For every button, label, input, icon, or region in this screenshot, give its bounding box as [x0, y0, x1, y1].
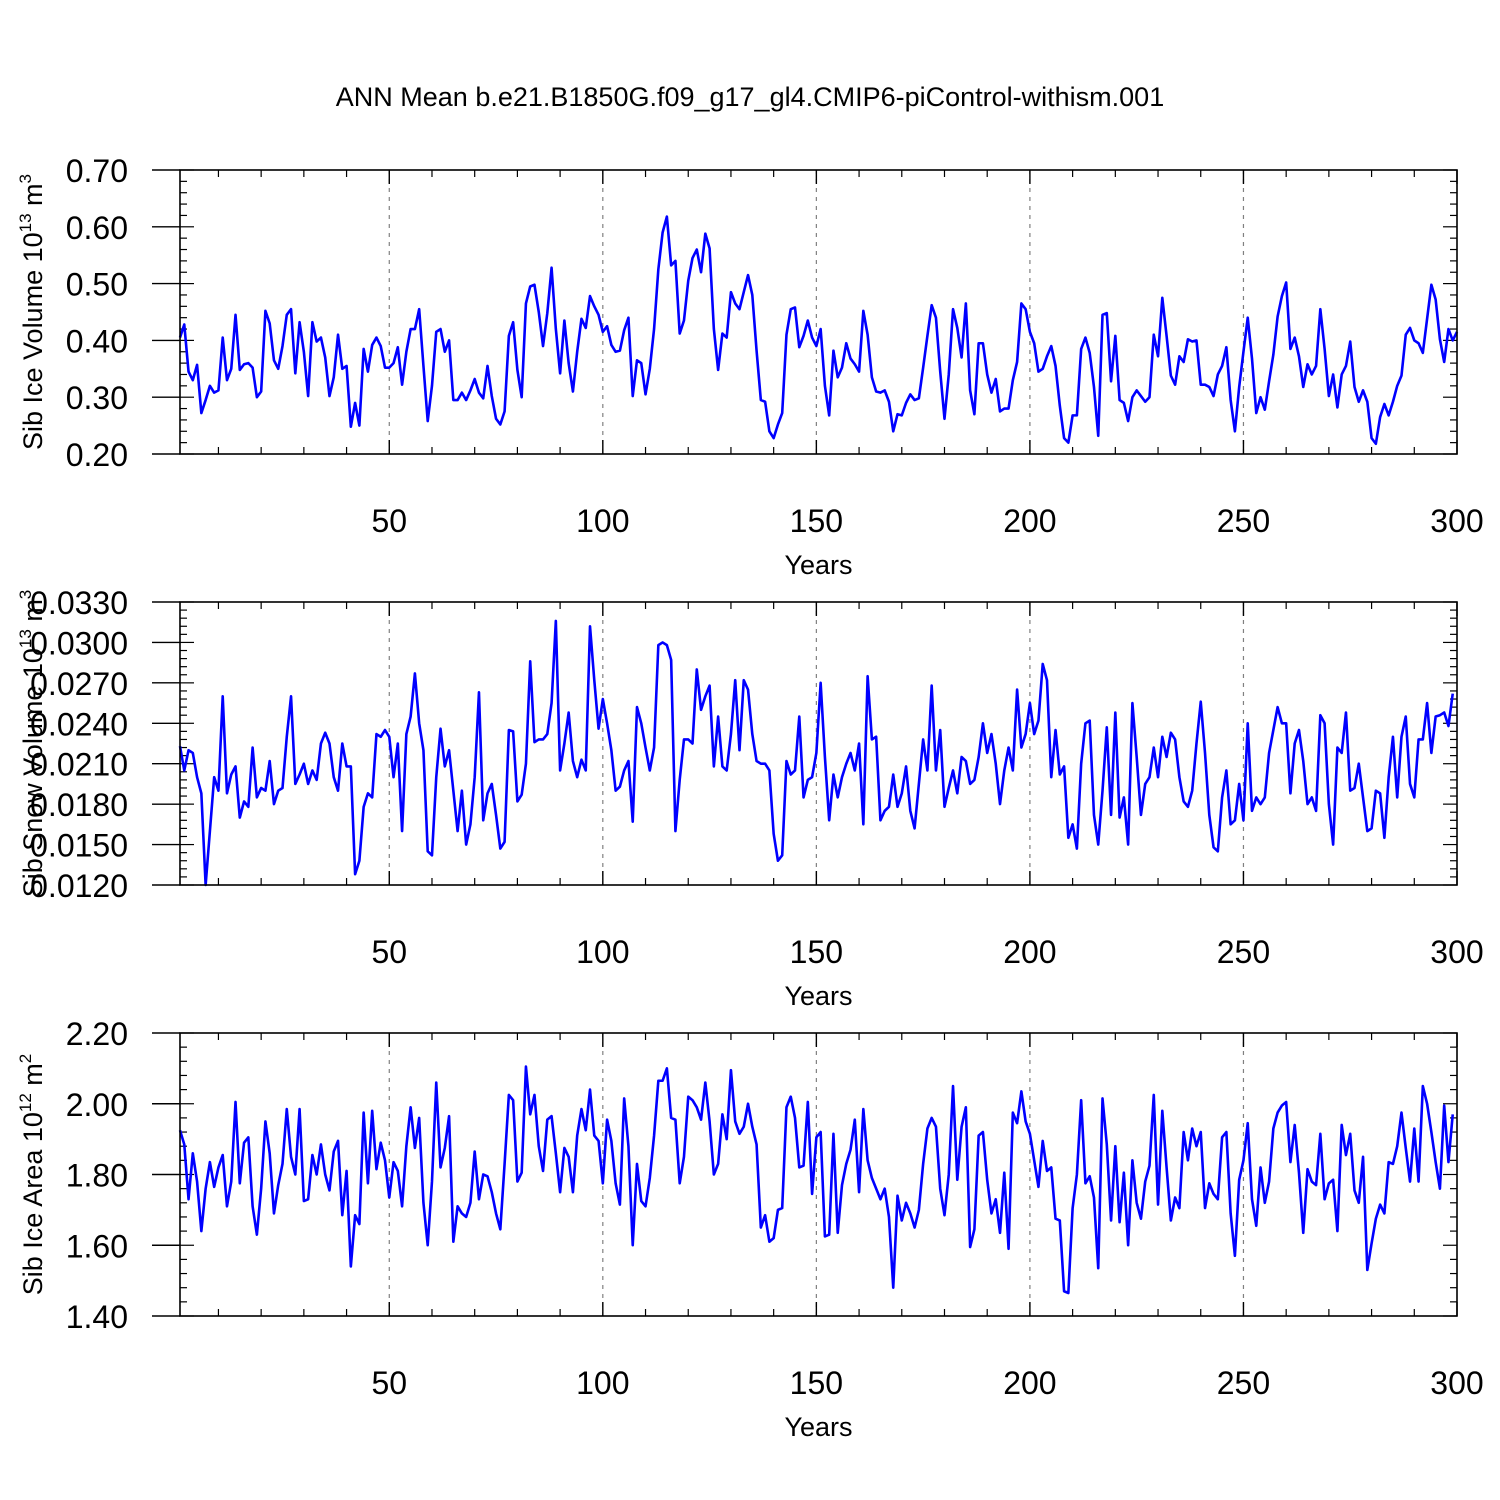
- chart-panel-3: 50 100 150 200 250 300 1.40 1.60 1.80 2.00 2.20 Yea…: [16, 1016, 1484, 1442]
- x-tick-label: 200: [1003, 503, 1056, 539]
- x-tick-label: 100: [576, 1365, 629, 1401]
- figure-title: ANN Mean b.e21.B1850G.f09_g17_gl4.CMIP6-…: [335, 82, 1165, 112]
- y-title-text: Sib Ice Area 10: [18, 1112, 48, 1295]
- y-axis-title: Sib Ice Volume 1013 m3: [16, 174, 48, 450]
- x-tick-label: 200: [1003, 934, 1056, 970]
- y-tick-label: 1.80: [66, 1158, 128, 1194]
- x-tick-label: 100: [576, 934, 629, 970]
- y-title-exponent: 13: [16, 629, 35, 648]
- y-tick-label: 2.00: [66, 1087, 128, 1123]
- y-tick-label: 0.40: [66, 323, 128, 359]
- y-title-unit-exponent: 2: [16, 1054, 35, 1063]
- plot-frame: [179, 169, 1458, 455]
- x-tick-label: 150: [790, 1365, 843, 1401]
- x-axis-title: Years: [784, 981, 852, 1011]
- chart-panel-1: 50 100 150 200 250 300 0.20 0.30 0.40 0.50 0.60 0.7…: [16, 153, 1484, 580]
- plot-frame: [179, 1032, 1458, 1317]
- x-tick-label: 250: [1217, 934, 1270, 970]
- y-axis-title: Sib Snow Volume 1013 m3: [16, 590, 48, 898]
- y-axis-title: Sib Ice Area 1012 m2: [16, 1054, 48, 1296]
- y-tick-label: 0.0150: [30, 828, 128, 864]
- y-title-text: Sib Ice Volume 10: [18, 232, 48, 450]
- series-line: [178, 215, 1459, 446]
- y-tick-label: 0.0330: [30, 585, 128, 621]
- y-title-unit-exponent: 3: [16, 590, 35, 599]
- x-tick-label: 50: [371, 503, 407, 539]
- x-tick-label: 150: [790, 934, 843, 970]
- y-title-exponent: 13: [16, 213, 35, 232]
- y-title-unit: m: [18, 599, 48, 629]
- x-axis-title: Years: [784, 550, 852, 580]
- x-tick-label: 150: [790, 503, 843, 539]
- x-axis-title: Years: [784, 1412, 852, 1442]
- x-tick-label: 300: [1430, 503, 1483, 539]
- x-tick-label: 200: [1003, 1365, 1056, 1401]
- y-tick-label: 0.50: [66, 267, 128, 303]
- plot-frame: [179, 601, 1458, 886]
- y-tick-label: 0.70: [66, 153, 128, 189]
- x-tick-label: 50: [371, 1365, 407, 1401]
- x-tick-label: 250: [1217, 503, 1270, 539]
- y-title-unit-exponent: 3: [16, 174, 35, 183]
- y-tick-label: 0.30: [66, 380, 128, 416]
- x-tick-label: 300: [1430, 934, 1483, 970]
- y-tick-label: 2.20: [66, 1016, 128, 1052]
- y-tick-label: 0.0240: [30, 706, 128, 742]
- y-tick-label: 0.0180: [30, 787, 128, 823]
- y-tick-label: 1.60: [66, 1228, 128, 1264]
- series-line: [178, 1065, 1455, 1295]
- x-tick-label: 100: [576, 503, 629, 539]
- x-tick-label: 300: [1430, 1365, 1483, 1401]
- y-title-unit: m: [18, 183, 48, 213]
- y-tick-label: 0.0120: [30, 868, 128, 904]
- y-title-exponent: 12: [16, 1093, 35, 1112]
- y-tick-label: 0.0210: [30, 747, 128, 783]
- y-tick-label: 0.60: [66, 210, 128, 246]
- y-tick-label: 0.0270: [30, 666, 128, 702]
- y-title-unit: m: [18, 1063, 48, 1093]
- y-tick-label: 0.20: [66, 437, 128, 473]
- x-tick-label: 250: [1217, 1365, 1270, 1401]
- y-tick-label: 1.40: [66, 1299, 128, 1335]
- x-tick-label: 50: [371, 934, 407, 970]
- chart-panel-2: 50 100 150 200 250 300 0.0120 0.0150 0.0180 0.021…: [16, 585, 1484, 1011]
- y-title-text: Sib Snow Volume 10: [18, 648, 48, 897]
- series-line: [178, 619, 1455, 887]
- y-tick-label: 0.0300: [30, 625, 128, 661]
